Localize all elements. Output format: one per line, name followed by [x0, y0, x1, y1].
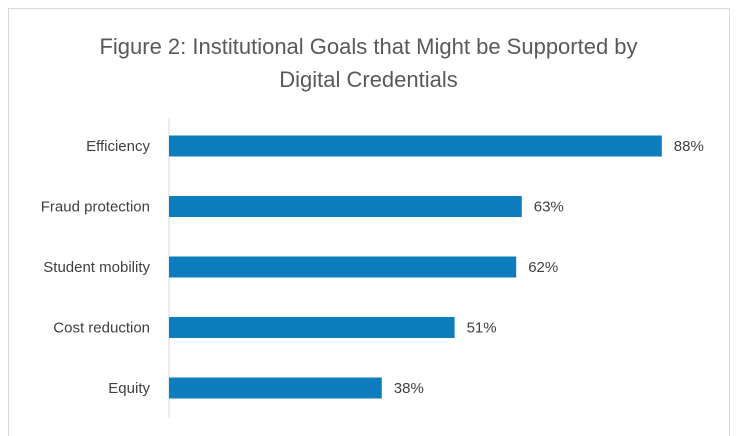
bar-fraud-protection	[169, 196, 522, 217]
value-label-fraud-protection: 63%	[534, 199, 564, 216]
bar-equity	[169, 377, 382, 399]
value-label-student-mobility: 62%	[528, 259, 558, 276]
chart-title-line-2: Digital Credentials	[279, 67, 458, 92]
category-label-equity: Equity	[108, 380, 150, 397]
bar-efficiency	[169, 135, 662, 157]
value-label-efficiency: 88%	[674, 138, 704, 155]
category-labels-group: Efficiency Fraud protection Student mobili…	[41, 138, 151, 397]
category-label-fraud-protection: Fraud protection	[41, 199, 150, 216]
category-label-efficiency: Efficiency	[86, 138, 150, 155]
category-label-cost-reduction: Cost reduction	[53, 320, 150, 337]
value-labels-group: 88% 63% 62% 51% 38%	[394, 138, 704, 397]
value-label-equity: 38%	[394, 380, 424, 397]
value-label-cost-reduction: 51%	[467, 320, 497, 337]
category-label-student-mobility: Student mobility	[43, 259, 150, 276]
bar-cost-reduction	[169, 317, 455, 338]
bar-student-mobility	[169, 256, 517, 278]
chart-title: Figure 2: Institutional Goals that Might…	[0, 30, 737, 96]
chart-title-line-1: Figure 2: Institutional Goals that Might…	[99, 34, 638, 59]
chart-frame	[8, 8, 730, 436]
bars-group	[169, 135, 662, 399]
